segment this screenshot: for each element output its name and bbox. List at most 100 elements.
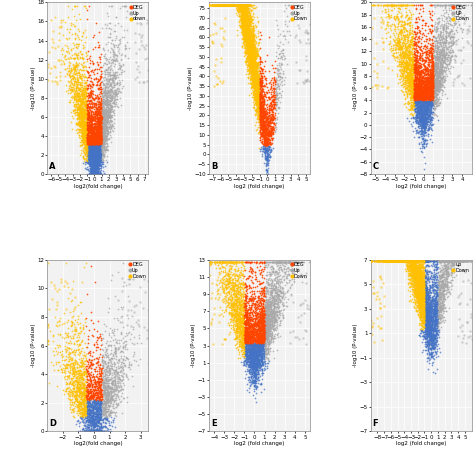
Point xyxy=(76,428,83,435)
Point xyxy=(379,2,387,10)
Point xyxy=(219,285,227,293)
Point xyxy=(90,129,97,137)
Point xyxy=(424,69,432,77)
Point xyxy=(405,32,413,39)
Point xyxy=(245,313,252,320)
Point xyxy=(437,292,444,300)
Point xyxy=(422,317,429,324)
Point xyxy=(405,40,413,47)
Point xyxy=(257,333,265,341)
Point xyxy=(243,324,250,331)
Point xyxy=(401,258,408,265)
Point xyxy=(438,309,445,316)
Point xyxy=(261,89,268,96)
Point xyxy=(239,1,246,9)
Point xyxy=(87,106,94,114)
Point xyxy=(249,346,257,354)
Point xyxy=(410,70,417,77)
Point xyxy=(248,65,256,73)
Point xyxy=(87,110,95,118)
Point xyxy=(446,69,453,76)
Point xyxy=(85,137,93,144)
Point xyxy=(419,296,427,304)
Point xyxy=(415,258,423,265)
Point xyxy=(437,293,444,301)
Point xyxy=(249,71,256,79)
Point xyxy=(266,326,273,334)
Point xyxy=(240,38,248,46)
Point xyxy=(92,153,100,160)
Point xyxy=(74,84,82,92)
Point xyxy=(424,306,432,314)
Point xyxy=(389,258,397,265)
Point xyxy=(246,311,253,319)
Point xyxy=(411,93,419,101)
Point xyxy=(264,120,272,128)
Point xyxy=(227,1,235,9)
Point xyxy=(264,310,272,318)
Point xyxy=(412,106,420,113)
Point xyxy=(101,388,109,395)
Point xyxy=(248,308,256,315)
Point xyxy=(454,1,461,9)
Point xyxy=(431,324,439,332)
Point xyxy=(262,132,269,140)
Point xyxy=(73,90,80,98)
Point xyxy=(92,151,100,159)
Point xyxy=(90,417,97,424)
Point xyxy=(248,353,255,360)
Point xyxy=(413,287,420,295)
Point xyxy=(91,170,99,178)
Point xyxy=(252,76,260,84)
Point xyxy=(91,428,99,435)
Point xyxy=(237,1,245,9)
Point xyxy=(408,98,415,106)
Point xyxy=(235,1,242,9)
Point xyxy=(421,290,428,297)
Point xyxy=(418,307,425,315)
Point xyxy=(85,416,93,424)
Point xyxy=(222,1,229,9)
Point xyxy=(433,86,441,94)
Point xyxy=(100,410,108,417)
Point xyxy=(235,338,243,346)
Point xyxy=(427,99,435,106)
Point xyxy=(383,2,391,9)
Point xyxy=(80,109,88,117)
Point xyxy=(406,258,414,265)
Point xyxy=(253,347,261,355)
Point xyxy=(434,312,442,319)
Point xyxy=(410,78,417,85)
Point xyxy=(83,135,91,143)
Point xyxy=(232,309,240,316)
Point xyxy=(82,397,89,404)
Point xyxy=(423,321,431,329)
Point xyxy=(89,141,96,148)
Point xyxy=(385,258,393,265)
Point xyxy=(75,128,82,136)
Point xyxy=(259,296,266,303)
Point xyxy=(432,81,439,88)
Point xyxy=(388,258,396,265)
Point xyxy=(413,273,420,281)
Point xyxy=(427,131,435,138)
Point xyxy=(76,362,83,370)
Point xyxy=(405,262,412,269)
Point xyxy=(398,59,406,66)
Point xyxy=(233,1,240,9)
Point xyxy=(255,260,263,267)
Point xyxy=(241,331,248,338)
Point xyxy=(406,21,414,28)
Point xyxy=(241,10,249,18)
Point xyxy=(404,258,412,265)
Point xyxy=(412,86,419,94)
Point xyxy=(237,297,245,305)
Point xyxy=(224,284,231,292)
Point xyxy=(246,35,253,42)
Point xyxy=(408,263,415,271)
Point xyxy=(419,21,426,29)
Point xyxy=(91,170,98,178)
Point xyxy=(256,325,264,333)
Point xyxy=(436,289,443,296)
Point xyxy=(71,377,79,384)
